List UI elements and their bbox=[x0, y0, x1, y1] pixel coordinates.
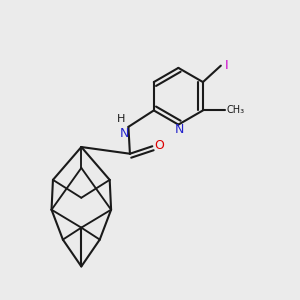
Text: H: H bbox=[117, 114, 125, 124]
Text: O: O bbox=[155, 139, 165, 152]
Text: N: N bbox=[175, 124, 184, 136]
Text: N: N bbox=[120, 128, 129, 140]
Text: I: I bbox=[224, 58, 228, 71]
Text: CH₃: CH₃ bbox=[226, 105, 245, 116]
